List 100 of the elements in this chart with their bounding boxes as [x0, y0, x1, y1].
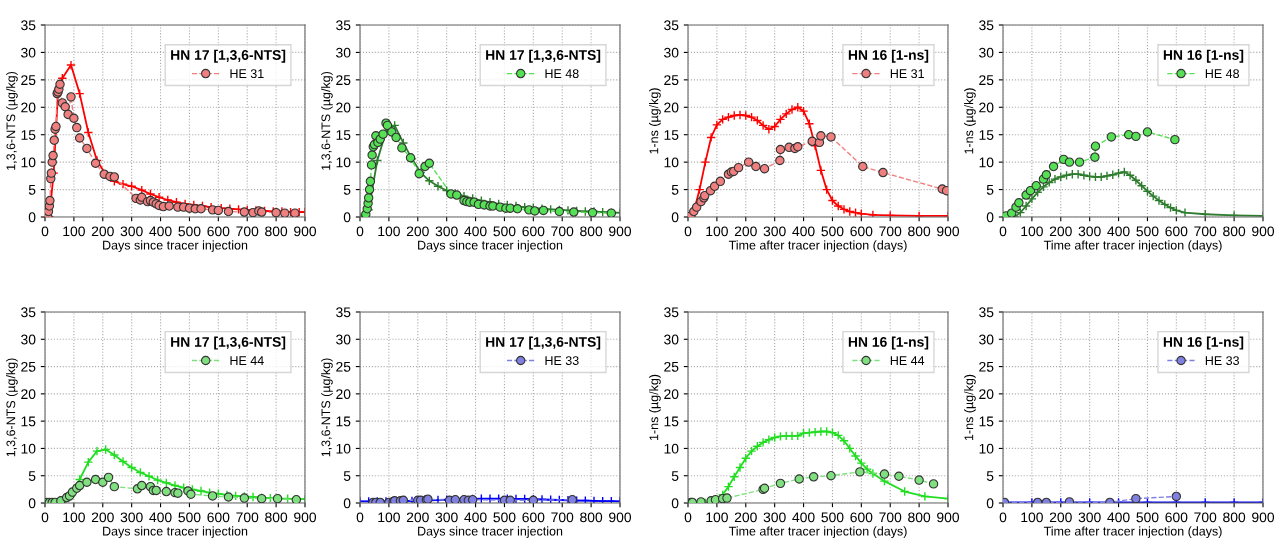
y-tick-label: 15: [336, 416, 351, 427]
y-tick-label: 10: [664, 157, 679, 168]
legend-label: HE 44: [230, 356, 264, 365]
y-axis-title: 1,3,6-NTS (µg/kg): [6, 358, 18, 457]
x-tick-label: 200: [734, 226, 757, 237]
y-tick-label: 15: [979, 416, 994, 427]
y-tick-label: 20: [979, 389, 994, 400]
x-tick-label: 200: [91, 226, 114, 237]
y-tick-label: 0: [28, 212, 36, 223]
y-tick-label: 15: [21, 416, 36, 427]
y-axis-title: 1-ns (µg/kg): [649, 374, 661, 441]
x-tick-label: 900: [294, 512, 317, 523]
y-tick-label: 20: [21, 102, 36, 113]
y-tick-label: 10: [664, 443, 679, 454]
x-tick-label: 700: [551, 512, 574, 523]
x-axis-title: Time after tracer injection (days): [1043, 240, 1222, 253]
x-tick-label: 600: [522, 512, 545, 523]
x-tick-label: 400: [149, 512, 172, 523]
legend-title: HN 17 [1,3,6-NTS]: [486, 49, 601, 63]
x-tick-label: 900: [609, 512, 632, 523]
y-tick-label: 25: [21, 75, 36, 86]
x-axis-title: Time after tracer injection (days): [1043, 526, 1222, 539]
x-tick-label: 700: [879, 226, 902, 237]
x-tick-label: 0: [684, 512, 692, 523]
y-tick-label: 20: [979, 102, 994, 113]
y-tick-label: 35: [21, 307, 36, 318]
x-tick-label: 900: [1252, 226, 1275, 237]
y-tick-label: 30: [979, 47, 994, 58]
x-tick-label: 800: [1223, 226, 1246, 237]
x-tick-label: 100: [378, 512, 400, 523]
y-tick-label: 25: [664, 361, 679, 372]
x-tick-label: 300: [1078, 226, 1101, 237]
legend-title: HN 16 [1-ns]: [848, 336, 929, 350]
x-tick-label: 600: [522, 226, 545, 237]
x-tick-label: 600: [850, 226, 873, 237]
y-tick-label: 20: [664, 389, 679, 400]
y-tick-label: 25: [979, 361, 994, 372]
legend-label: HE 48: [1205, 69, 1240, 79]
x-tick-label: 900: [937, 226, 960, 237]
x-tick-label: 500: [493, 226, 516, 237]
x-tick-label: 300: [435, 226, 458, 237]
legend-label: HE 31: [230, 69, 264, 79]
x-tick-label: 100: [63, 512, 85, 523]
y-tick-label: 10: [21, 157, 36, 168]
y-tick-label: 10: [21, 443, 36, 454]
y-tick-label: 25: [21, 361, 36, 372]
y-axis-title: 1-ns (µg/kg): [964, 88, 976, 154]
y-tick-label: 35: [979, 20, 994, 31]
legend-title: HN 17 [1,3,6-NTS]: [171, 49, 286, 63]
x-tick-label: 100: [63, 226, 85, 237]
x-tick-label: 300: [763, 512, 786, 523]
x-tick-label: 600: [1165, 226, 1188, 237]
x-tick-label: 0: [684, 226, 692, 237]
y-tick-label: 5: [28, 185, 36, 195]
x-tick-label: 100: [706, 226, 728, 237]
y-tick-label: 0: [343, 212, 351, 223]
x-tick-label: 0: [356, 512, 364, 523]
y-tick-label: 35: [979, 307, 994, 318]
x-tick-label: 900: [609, 226, 632, 237]
y-axis-title: 1,3,6-NTS (µg/kg): [6, 71, 18, 170]
y-tick-label: 35: [664, 20, 679, 31]
x-tick-label: 200: [91, 512, 114, 523]
x-tick-label: 0: [41, 512, 49, 523]
x-tick-label: 700: [1194, 226, 1217, 237]
x-tick-label: 400: [464, 512, 487, 523]
x-tick-label: 900: [1252, 512, 1275, 523]
legend-title: HN 17 [1,3,6-NTS]: [486, 336, 601, 350]
y-tick-label: 0: [343, 498, 351, 509]
x-tick-label: 100: [706, 512, 728, 523]
x-tick-label: 700: [1194, 512, 1217, 523]
y-tick-label: 35: [336, 20, 351, 31]
x-tick-label: 400: [1107, 512, 1130, 523]
y-tick-label: 30: [979, 334, 994, 345]
y-tick-label: 5: [343, 471, 351, 481]
y-axis-title: 1,3,6-NTS (µg/kg): [321, 358, 333, 457]
x-tick-label: 700: [236, 512, 259, 523]
y-tick-label: 20: [664, 102, 679, 113]
x-tick-label: 300: [120, 226, 143, 237]
y-tick-label: 30: [336, 47, 351, 58]
x-tick-label: 500: [1136, 226, 1159, 237]
x-tick-label: 100: [1021, 512, 1043, 523]
x-tick-label: 400: [149, 226, 172, 237]
x-tick-label: 700: [879, 512, 902, 523]
x-tick-label: 600: [207, 512, 230, 523]
y-tick-label: 0: [671, 212, 679, 223]
x-tick-label: 500: [821, 226, 844, 237]
y-axis-title: 1-ns (µg/kg): [649, 88, 661, 154]
x-tick-label: 800: [1223, 512, 1246, 523]
x-tick-label: 500: [178, 512, 201, 523]
x-axis-title: Days since tracer injection: [418, 526, 563, 539]
x-tick-label: 900: [937, 512, 960, 523]
y-tick-label: 15: [336, 130, 351, 140]
x-tick-label: 200: [734, 512, 757, 523]
x-tick-label: 400: [792, 512, 815, 523]
x-tick-label: 500: [493, 512, 516, 523]
y-tick-label: 25: [664, 75, 679, 86]
x-tick-label: 200: [406, 512, 429, 523]
x-tick-label: 300: [763, 226, 786, 237]
y-tick-label: 35: [336, 307, 351, 318]
x-tick-label: 100: [378, 226, 400, 237]
